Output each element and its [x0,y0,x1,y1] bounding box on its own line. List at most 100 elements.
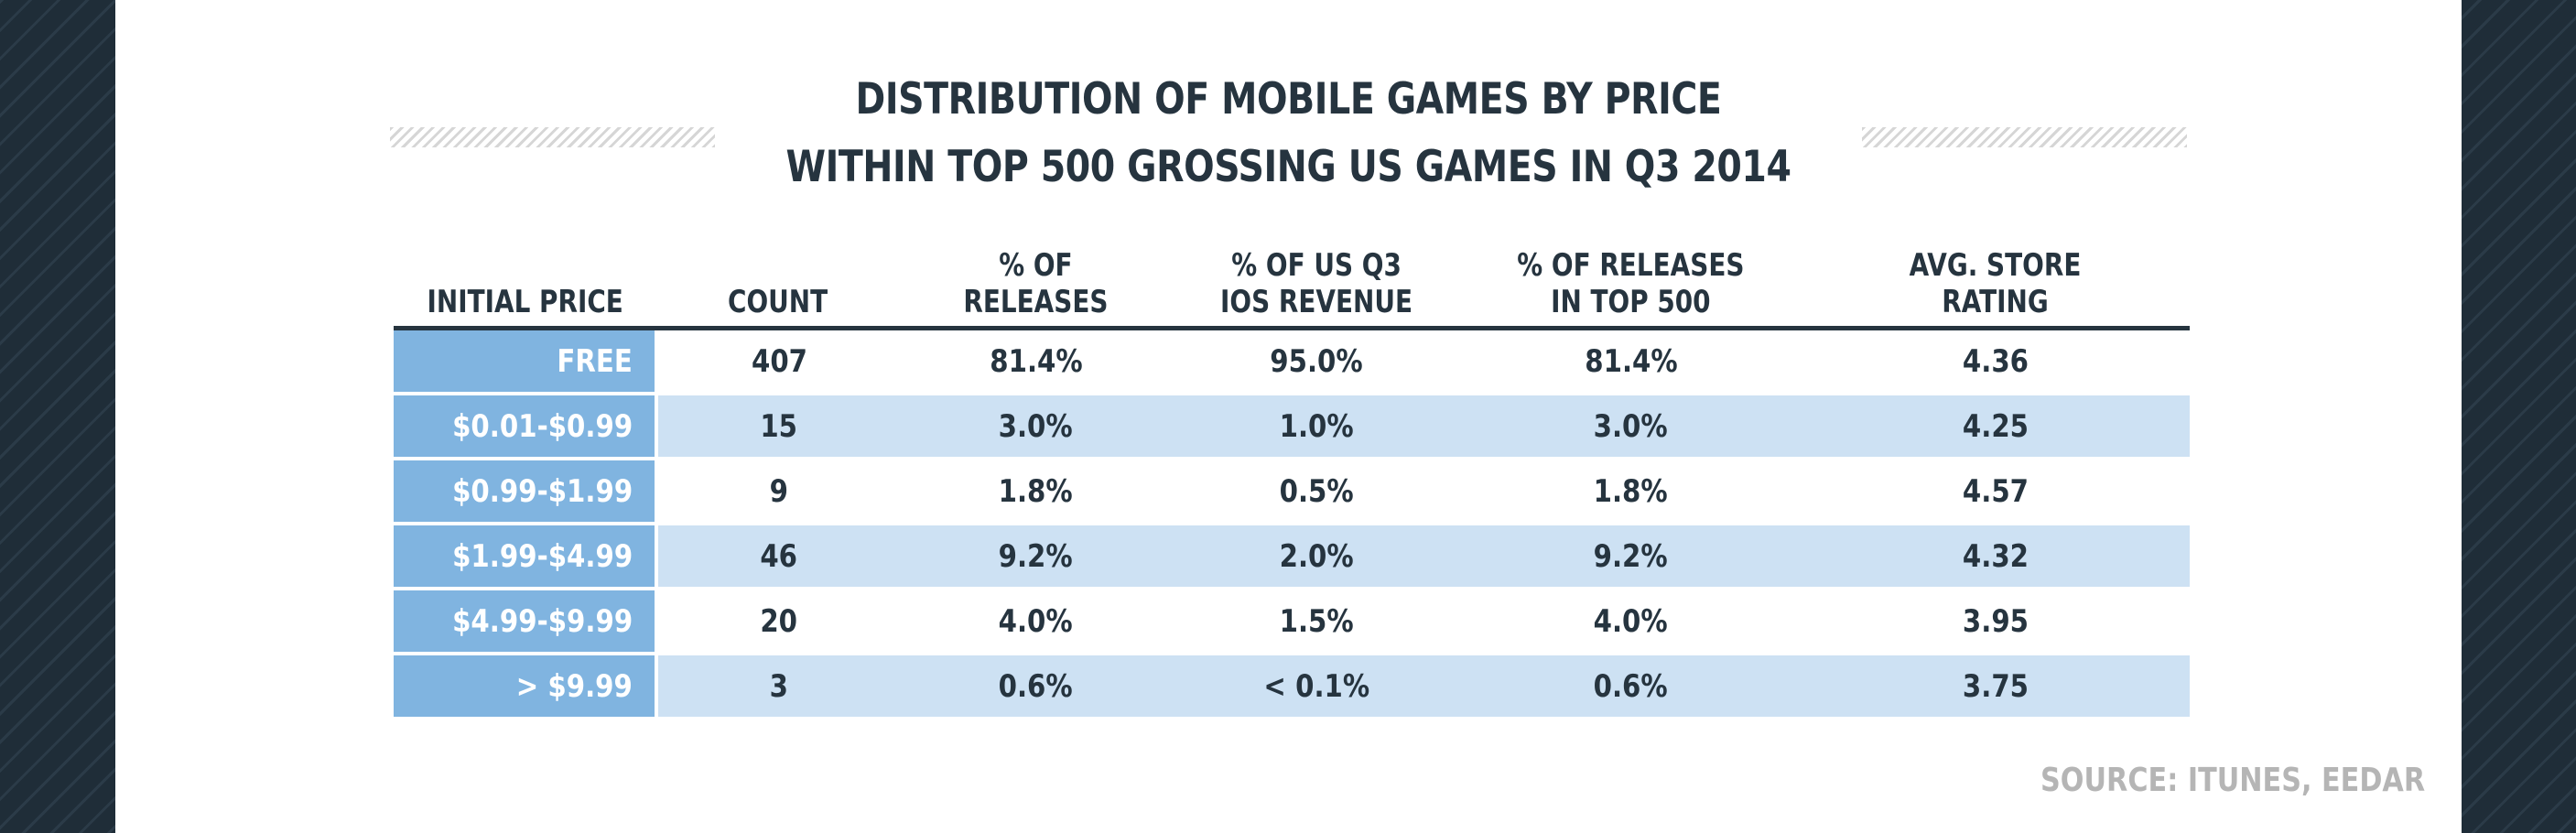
cell-value: 20 [760,602,798,640]
column-header-label: % OF RELEASES [963,247,1109,320]
table-cell: 4.0% [900,589,1172,655]
cell-value: 0.6% [1593,667,1669,705]
column-header-label: COUNT [728,284,828,320]
cell-value: 4.25 [1962,407,2029,445]
cell-value: 9.2% [1593,537,1669,575]
table-cell: 15 [656,394,900,460]
table-cell: 4.25 [1801,394,2190,460]
chart-title: DISTRIBUTION OF MOBILE GAMES BY PRICE WI… [115,66,2462,201]
cell-value: 3 [769,667,789,705]
column-header-label: % OF RELEASES IN TOP 500 [1517,247,1745,320]
table-cell: 3.75 [1801,654,2190,720]
table-cell: 407 [656,328,900,395]
cell-value: 0.5% [1279,472,1354,510]
column-header: % OF RELEASES IN TOP 500 [1461,231,1801,330]
table-header-row: INITIAL PRICE COUNT % OF RELEASES % OF US Q… [394,231,2190,330]
table-row: $1.99-$4.99 46 9.2% 2.0% 9.2% 4.32 [394,524,2190,590]
table-cell: 9.2% [1461,524,1801,590]
table-cell: 4.0% [1461,589,1801,655]
price-tier-cell: $0.01-$0.99 [394,394,658,460]
cell-value: 3.0% [998,407,1074,445]
table-body: FREE 407 81.4% 95.0% 81.4% 4.36 $0.01-$0.99 15 3… [394,328,2190,720]
table-cell: 3.95 [1801,589,2190,655]
price-tier-cell: FREE [394,328,658,395]
table-cell: 4.32 [1801,524,2190,590]
title-hatch-right [1862,127,2187,147]
cell-value: 4.57 [1962,472,2029,510]
table-cell: 1.0% [1172,394,1461,460]
table-row: $0.01-$0.99 15 3.0% 1.0% 3.0% 4.25 [394,394,2190,460]
table-row: $0.99-$1.99 9 1.8% 0.5% 1.8% 4.57 [394,459,2190,525]
table-cell: 3.0% [900,394,1172,460]
cell-value: 1.0% [1279,407,1354,445]
cell-value: 1.5% [1279,602,1354,640]
table-cell: 9.2% [900,524,1172,590]
column-header: % OF RELEASES [900,231,1172,330]
table-cell: 1.8% [1461,459,1801,525]
column-header-label: % OF US Q3 IOS REVENUE [1219,247,1413,320]
price-tier-label: $1.99-$4.99 [451,537,633,575]
price-tier-cell: > $9.99 [394,654,658,720]
price-distribution-table: INITIAL PRICE COUNT % OF RELEASES % OF US Q… [394,231,2190,720]
table-cell: 0.5% [1172,459,1461,525]
price-tier-label: $4.99-$9.99 [451,602,633,640]
cell-value: 2.0% [1279,537,1354,575]
cell-value: 81.4% [1584,342,1678,380]
column-header: COUNT [656,231,900,330]
table-cell: 4.57 [1801,459,2190,525]
column-header-label: INITIAL PRICE [427,284,623,320]
cell-value: 3.0% [1593,407,1669,445]
table-row: $4.99-$9.99 20 4.0% 1.5% 4.0% 3.95 [394,589,2190,655]
source-note: SOURCE: ITUNES, EEDAR [2040,762,2425,799]
column-header: INITIAL PRICE [394,231,656,330]
table-cell: 0.6% [1461,654,1801,720]
table-cell: 81.4% [1461,328,1801,395]
table-cell: 9 [656,459,900,525]
cell-value: 4.0% [1593,602,1669,640]
table-cell: < 0.1% [1172,654,1461,720]
table-cell: 0.6% [900,654,1172,720]
table-cell: 20 [656,589,900,655]
infographic-card: DISTRIBUTION OF MOBILE GAMES BY PRICE WI… [115,0,2462,833]
table-cell: 46 [656,524,900,590]
cell-value: 15 [760,407,798,445]
price-tier-label: $0.99-$1.99 [451,472,633,510]
price-tier-cell: $4.99-$9.99 [394,589,658,655]
table-cell: 95.0% [1172,328,1461,395]
price-tier-cell: $0.99-$1.99 [394,459,658,525]
table-cell: 1.5% [1172,589,1461,655]
price-tier-label: > $9.99 [515,667,633,705]
cell-value: 9.2% [998,537,1074,575]
cell-value: 46 [760,537,798,575]
title-hatch-left [390,127,715,147]
cell-value: 407 [751,342,807,380]
price-tier-cell: $1.99-$4.99 [394,524,658,590]
cell-value: 81.4% [989,342,1083,380]
table-cell: 3.0% [1461,394,1801,460]
title-line-1: DISTRIBUTION OF MOBILE GAMES BY PRICE [855,74,1722,124]
price-tier-label: $0.01-$0.99 [451,407,633,445]
cell-value: 3.95 [1962,602,2029,640]
price-tier-label: FREE [557,342,633,380]
table-row: FREE 407 81.4% 95.0% 81.4% 4.36 [394,328,2190,395]
cell-value: 0.6% [998,667,1074,705]
cell-value: 9 [769,472,789,510]
cell-value: < 0.1% [1263,667,1369,705]
title-line-2: WITHIN TOP 500 GROSSING US GAMES IN Q3 2… [785,142,1791,192]
cell-value: 4.32 [1962,537,2029,575]
table-cell: 4.36 [1801,328,2190,395]
column-header: % OF US Q3 IOS REVENUE [1172,231,1461,330]
table-row: > $9.99 3 0.6% < 0.1% 0.6% 3.75 [394,654,2190,720]
cell-value: 95.0% [1270,342,1363,380]
column-header-label: AVG. STORE RATING [1909,247,2082,320]
cell-value: 3.75 [1962,667,2029,705]
cell-value: 1.8% [1593,472,1669,510]
table-cell: 81.4% [900,328,1172,395]
column-header: AVG. STORE RATING [1801,231,2190,330]
cell-value: 4.0% [998,602,1074,640]
table-cell: 3 [656,654,900,720]
table-cell: 2.0% [1172,524,1461,590]
cell-value: 1.8% [998,472,1074,510]
table-cell: 1.8% [900,459,1172,525]
cell-value: 4.36 [1962,342,2029,380]
